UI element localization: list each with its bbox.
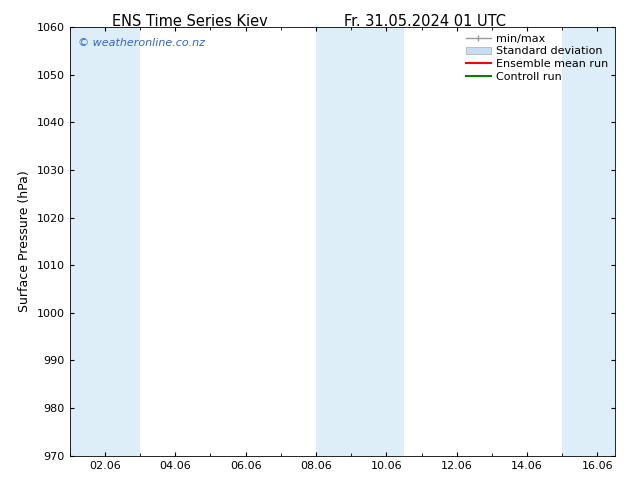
Text: ENS Time Series Kiev: ENS Time Series Kiev — [112, 14, 268, 29]
Bar — [562, 27, 615, 456]
Legend: min/max, Standard deviation, Ensemble mean run, Controll run: min/max, Standard deviation, Ensemble me… — [463, 30, 612, 85]
Bar — [70, 27, 140, 456]
Bar — [316, 27, 404, 456]
Text: © weatheronline.co.nz: © weatheronline.co.nz — [78, 38, 205, 48]
Y-axis label: Surface Pressure (hPa): Surface Pressure (hPa) — [18, 171, 31, 312]
Text: Fr. 31.05.2024 01 UTC: Fr. 31.05.2024 01 UTC — [344, 14, 506, 29]
